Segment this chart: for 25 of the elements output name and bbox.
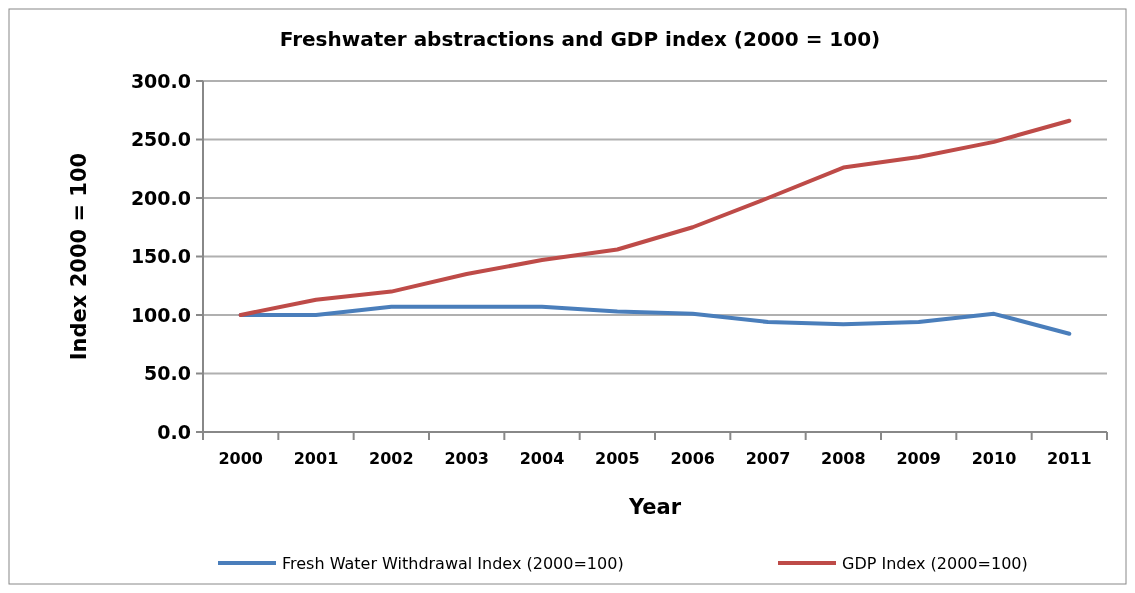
y-tick-label: 300.0 [130,69,191,92]
chart-title: Freshwater abstractions and GDP index (2000 = 100) [279,27,881,51]
y-axis-title: Index 2000 = 100 [67,152,91,361]
y-tick-label: 100.0 [130,303,191,326]
legend-label: GDP Index (2000=100) [842,553,1028,573]
x-tick-label: 2010 [971,449,1017,468]
x-tick-label: 2005 [595,449,640,468]
x-tick-label: 2008 [821,449,866,468]
x-tick-label: 2007 [745,449,791,468]
x-tick-label: 2011 [1047,449,1092,468]
x-tick-label: 2004 [519,449,565,468]
y-tick-label: 150.0 [130,245,191,268]
x-axis-title: Year [627,495,682,519]
y-tick-label: 250.0 [130,128,191,151]
x-tick-label: 2009 [896,449,941,468]
y-tick-label: 50.0 [144,362,191,385]
line-series [238,118,1072,317]
x-tick-label: 2000 [218,449,263,468]
x-tick-label: 2003 [444,449,489,468]
x-tick-label: 2006 [670,449,715,468]
y-tick-label: 0.0 [157,420,191,443]
y-tick-label: 200.0 [130,186,191,209]
legend-label: Fresh Water Withdrawal Index (2000=100) [282,553,624,573]
x-tick-label: 2001 [293,449,339,468]
x-tick-label: 2002 [369,449,414,468]
